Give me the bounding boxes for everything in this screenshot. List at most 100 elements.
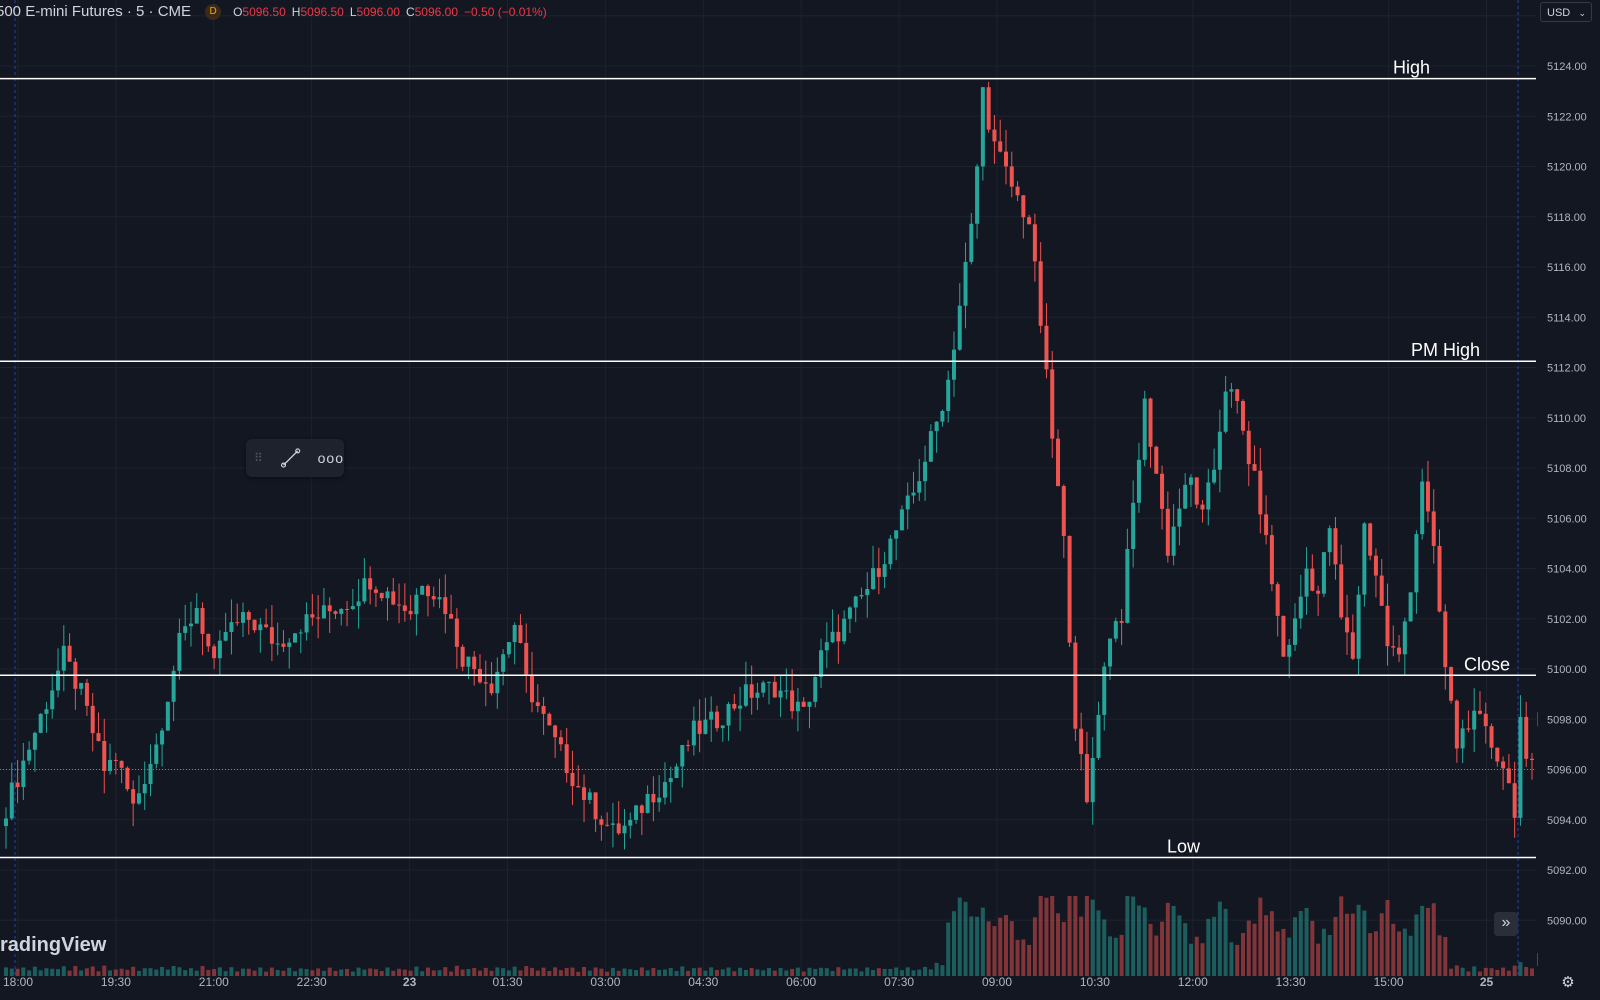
candle-body <box>1154 446 1159 474</box>
volume-bar <box>1235 944 1240 976</box>
price-tick-label: 5090.00 <box>1547 915 1587 927</box>
volume-bar <box>662 969 667 976</box>
candle-body <box>599 819 604 825</box>
volume-bar <box>1084 896 1089 976</box>
candle-body <box>304 614 309 633</box>
time-tick-label: 07:30 <box>884 975 914 989</box>
candle-body <box>501 654 506 672</box>
volume-bar <box>686 970 691 976</box>
candle-body <box>1362 523 1367 595</box>
candle-body <box>1466 728 1471 730</box>
scroll-to-realtime-button[interactable]: » <box>1494 912 1518 936</box>
candle-body <box>865 589 870 596</box>
candle-body <box>1264 514 1269 536</box>
candle-body <box>512 625 517 643</box>
candle-body <box>148 763 153 785</box>
volume-bar <box>859 971 864 976</box>
drawing-floating-toolbar[interactable]: ⠿ ooo <box>246 439 344 477</box>
candle-body <box>483 682 488 684</box>
candle-body <box>986 87 991 130</box>
candle-body <box>44 709 49 714</box>
volume-bar <box>1044 897 1049 976</box>
candle-body <box>454 618 459 647</box>
candle-body <box>836 631 841 642</box>
chart-settings-icon[interactable]: ⚙ <box>1561 974 1575 991</box>
volume-bar <box>784 970 789 976</box>
candle-body <box>616 823 621 834</box>
volume-bar <box>564 967 569 976</box>
candle-body <box>714 711 719 729</box>
volume-bar <box>772 970 777 976</box>
volume-bar <box>177 967 182 976</box>
candle-body <box>206 633 211 647</box>
volume-bar <box>1200 943 1205 976</box>
candle-body <box>1252 464 1257 471</box>
candle-body <box>136 793 141 804</box>
volume-bar <box>391 970 396 976</box>
more-options-icon[interactable]: ooo <box>317 450 344 466</box>
candle-body <box>911 492 916 496</box>
candle-body <box>379 592 384 599</box>
candle-body <box>1194 477 1199 505</box>
volume-bar <box>1096 910 1101 976</box>
volume-bar <box>691 968 696 976</box>
candle-body <box>408 610 413 615</box>
volume-bar <box>1183 923 1188 976</box>
volume-bar <box>472 968 477 976</box>
volume-bar <box>345 968 350 976</box>
currency-selector[interactable]: USD ⌄ <box>1540 2 1592 22</box>
delayed-data-badge[interactable]: D <box>205 4 222 20</box>
candle-body <box>1056 438 1061 487</box>
volume-bar <box>136 970 141 976</box>
volume-bar <box>298 968 303 976</box>
volume-bar <box>1252 923 1257 976</box>
volume-bar <box>888 968 893 976</box>
candle-body <box>928 431 933 462</box>
volume-bar <box>1460 967 1465 976</box>
volume-bar <box>1061 922 1066 976</box>
time-tick-label: 21:00 <box>199 975 229 989</box>
volume-bar <box>1246 920 1251 976</box>
volume-bar <box>1449 968 1454 976</box>
volume-bar <box>1275 931 1280 976</box>
candle-body <box>350 606 355 610</box>
candle-body <box>570 772 575 787</box>
volume-bar <box>327 967 332 976</box>
volume-bar <box>1050 896 1055 976</box>
volume-bar <box>645 970 650 976</box>
volume-bar <box>714 970 719 976</box>
open-value: O5096.50 <box>233 5 286 19</box>
candle-body <box>1079 728 1084 755</box>
candle-body <box>518 625 523 643</box>
volume-bar <box>1206 918 1211 976</box>
drag-handle-icon[interactable]: ⠿ <box>254 451 263 465</box>
volume-bar <box>576 971 581 976</box>
volume-bar <box>541 967 546 976</box>
volume-bar <box>397 968 402 976</box>
candle-body <box>1275 584 1280 616</box>
volume-bar <box>1373 931 1378 976</box>
candle-body <box>61 645 66 671</box>
volume-bar <box>373 969 378 976</box>
volume-bar <box>1032 917 1037 976</box>
candle-body <box>1449 667 1454 701</box>
volume-bar <box>1119 934 1124 976</box>
volume-bar <box>674 971 679 976</box>
volume-bar <box>431 970 436 976</box>
horizontal-levels[interactable]: High5123.50PM High5112.25Close5099.75Low… <box>0 58 1593 968</box>
price-tick-label: 5102.00 <box>1547 614 1587 626</box>
symbol-title[interactable]: 500 E-mini Futures · 5 · CME <box>0 3 192 20</box>
volume-bar <box>1506 970 1511 976</box>
level-label: Close <box>1464 654 1510 674</box>
candle-body <box>1073 642 1078 729</box>
trend-line-icon[interactable] <box>280 446 301 470</box>
candle-body <box>1246 430 1251 465</box>
volume-bar <box>616 970 621 976</box>
candle-body <box>466 656 471 667</box>
candle-body <box>275 643 280 645</box>
volume-bar <box>1079 916 1084 976</box>
volume-bar <box>483 967 488 976</box>
candle-body <box>1044 325 1049 370</box>
